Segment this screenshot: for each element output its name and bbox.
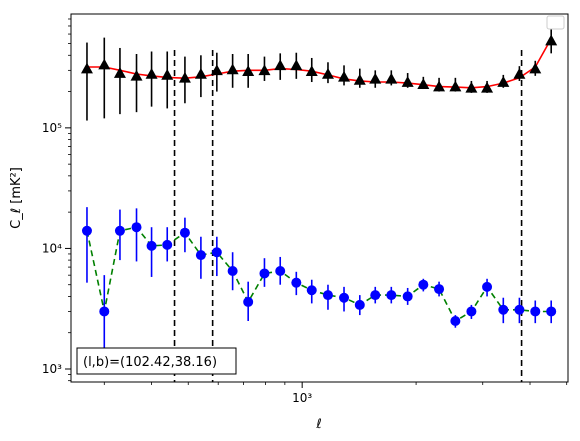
series-1-point bbox=[227, 265, 238, 276]
series-1-point bbox=[498, 304, 509, 315]
series-1-point bbox=[146, 240, 157, 251]
series-0-point bbox=[433, 80, 446, 92]
series-0-point bbox=[417, 78, 430, 90]
series-1-point bbox=[259, 268, 270, 279]
series-1-point bbox=[322, 290, 333, 301]
series-0-point bbox=[338, 70, 351, 82]
series-0-point bbox=[113, 67, 126, 78]
series-0-point bbox=[401, 76, 414, 87]
series-1-point bbox=[482, 281, 493, 292]
plot-frame bbox=[70, 13, 569, 383]
series-0-point bbox=[210, 64, 223, 76]
series-0-point bbox=[80, 62, 93, 74]
series-1-point bbox=[81, 225, 92, 236]
series-1-point bbox=[99, 306, 110, 317]
series-1-point bbox=[243, 296, 254, 307]
series-0-point bbox=[497, 76, 510, 87]
legend bbox=[546, 15, 565, 30]
x-axis-label: ℓ bbox=[315, 417, 321, 432]
y-tick-label: 10³ bbox=[42, 362, 62, 376]
series-1-point bbox=[306, 285, 317, 296]
series-1-point bbox=[291, 277, 302, 288]
series-0-point bbox=[385, 72, 398, 84]
series-1-point bbox=[195, 250, 206, 261]
series-0-point bbox=[242, 65, 255, 77]
series-0-point bbox=[465, 81, 478, 93]
series-0-point bbox=[145, 67, 158, 79]
series-0-point bbox=[161, 68, 174, 80]
series-1-point bbox=[275, 265, 286, 276]
plot-area bbox=[80, 28, 558, 382]
series-1-point bbox=[466, 306, 477, 317]
series-0-point bbox=[529, 62, 542, 74]
annotation-text: (l,b)=(102.42,38.16) bbox=[83, 355, 217, 370]
series-1-point bbox=[450, 316, 461, 327]
annotation-box: (l,b)=(102.42,38.16) bbox=[76, 347, 237, 375]
y-tick-label: 10⁵ bbox=[42, 121, 62, 135]
series-0-point bbox=[321, 67, 334, 79]
series-1-point bbox=[434, 284, 445, 295]
series-1-point bbox=[514, 304, 525, 315]
series-0-point bbox=[449, 80, 462, 92]
series-0-point bbox=[353, 73, 366, 85]
series-0-point bbox=[194, 67, 207, 79]
series-1-point bbox=[354, 299, 365, 310]
axes-ticks: 10³ 10⁴ 10⁵ 10³ bbox=[42, 18, 568, 405]
series-0-point bbox=[369, 72, 382, 84]
series-1-point bbox=[530, 306, 541, 317]
series-1-point bbox=[114, 225, 125, 236]
series-1-point bbox=[370, 290, 381, 301]
series-0-point bbox=[545, 34, 558, 46]
x-tick-label: 10³ bbox=[292, 391, 312, 405]
series-0-point bbox=[290, 59, 303, 71]
series-1-point bbox=[179, 227, 190, 238]
series-0-point bbox=[130, 69, 143, 81]
series-1-point bbox=[211, 247, 222, 258]
series-1-point bbox=[339, 292, 350, 303]
series-0-point bbox=[274, 59, 287, 71]
series-1-point bbox=[418, 279, 429, 290]
y-tick-label: 10⁴ bbox=[42, 241, 62, 255]
series-0-point bbox=[481, 81, 494, 93]
series-0-point bbox=[98, 58, 111, 70]
series-0-point bbox=[258, 64, 271, 76]
series-1-point bbox=[131, 222, 142, 233]
y-axis-label: C_ℓ [mK²] bbox=[9, 167, 24, 229]
series-1-point bbox=[386, 290, 397, 301]
series-1-point bbox=[546, 306, 557, 317]
series-0-point bbox=[305, 65, 318, 77]
series-0-point bbox=[513, 67, 526, 79]
series-1-point bbox=[402, 291, 413, 302]
series-0-point bbox=[226, 63, 239, 75]
legend-box bbox=[546, 15, 565, 30]
series-0-point bbox=[178, 71, 191, 83]
series-1-point bbox=[162, 239, 173, 250]
